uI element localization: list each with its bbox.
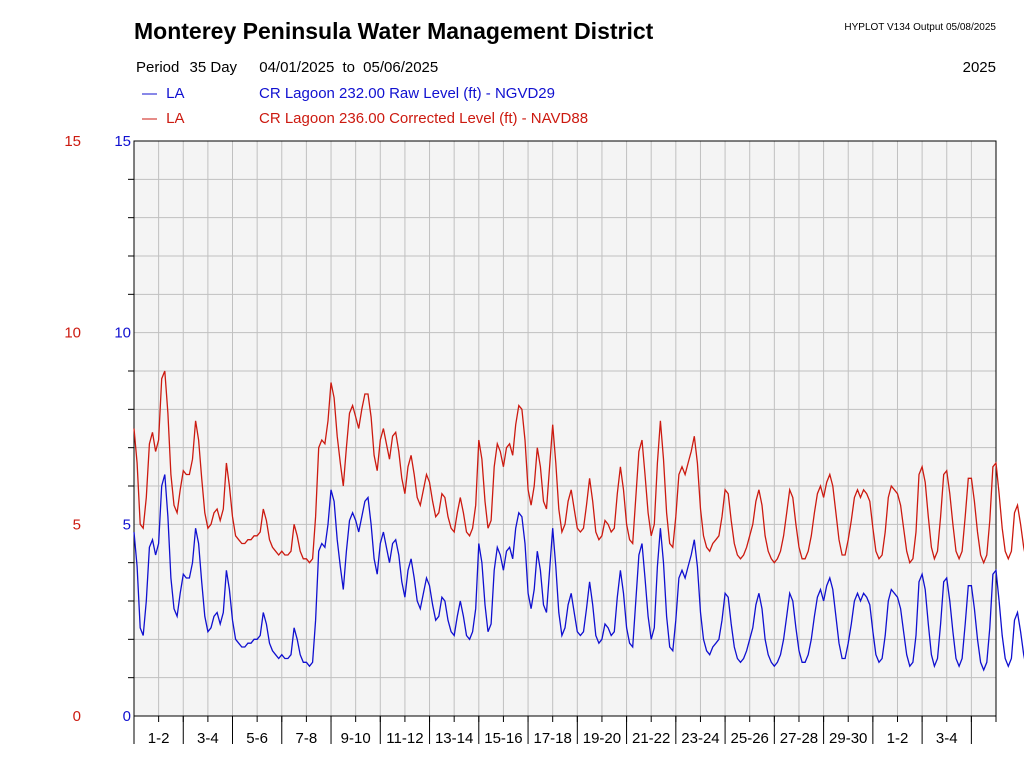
tick-labels: 0 5 10 15 0 5 10 15 1-2 3-4 5-6 7-8 9-10 11-12 13-14 15… [64, 133, 957, 747]
x-tick-label: 13-14 [435, 730, 473, 747]
x-tick-label: 3-4 [197, 730, 219, 747]
x-tick-label: 29-30 [829, 730, 867, 747]
x-tick-label: 21-22 [632, 730, 670, 747]
x-tick-label: 25-26 [731, 730, 769, 747]
series-line-raw [133, 474, 1024, 672]
y-left-tick-label: 10 [64, 325, 81, 342]
legend-dash-raw: — [142, 85, 157, 102]
to-label: to [342, 59, 355, 76]
legend-entry-raw: — LA CR Lagoon 232.00 Raw Level (ft) - N… [142, 85, 555, 102]
y-right-tick-label: 5 [123, 516, 131, 533]
x-tick-label: 5-6 [246, 730, 268, 747]
x-tick-label: 27-28 [780, 730, 818, 747]
series-line-corrected [133, 370, 1024, 565]
period-line: Period 35 Day 04/01/2025 to 05/06/2025 [136, 59, 438, 76]
legend-site-corrected: LA [166, 110, 185, 127]
y-left-tick-label: 15 [64, 133, 81, 150]
y-left-tick-label: 5 [73, 516, 81, 533]
y-right-tick-label: 10 [114, 325, 131, 342]
legend-site-raw: LA [166, 85, 185, 102]
legend-entry-corrected: — LA CR Lagoon 236.00 Corrected Level (f… [142, 110, 588, 127]
x-tick-label: 17-18 [533, 730, 571, 747]
x-tick-label: 1-2 [887, 730, 909, 747]
x-tick-label: 7-8 [296, 730, 318, 747]
plot-background [134, 141, 996, 716]
x-tick-label: 15-16 [484, 730, 522, 747]
x-tick-label: 11-12 [386, 730, 423, 747]
y-right-tick-label: 15 [114, 133, 131, 150]
period-label: Period [136, 59, 180, 76]
legend-desc-corrected: CR Lagoon 236.00 Corrected Level (ft) - … [259, 110, 589, 127]
legend-desc-raw: CR Lagoon 232.00 Raw Level (ft) - NGVD29 [259, 85, 555, 102]
x-tick-label: 9-10 [341, 730, 371, 747]
series-lines [133, 370, 1024, 672]
y-left-tick-label: 0 [73, 708, 81, 725]
y-right-tick-label: 0 [123, 708, 131, 725]
x-tick-label: 1-2 [148, 730, 170, 747]
legend-dash-corrected: — [142, 110, 157, 127]
x-tick-label: 3-4 [936, 730, 958, 747]
x-tick-label: 19-20 [583, 730, 621, 747]
version-label: HYPLOT V134 Output 05/08/2025 [844, 22, 996, 33]
date-to: 05/06/2025 [363, 59, 439, 76]
date-from: 04/01/2025 [259, 59, 335, 76]
period-days: 35 Day [189, 59, 238, 76]
x-tick-label: 23-24 [681, 730, 719, 747]
year-label: 2025 [962, 59, 996, 76]
chart-title: Monterey Peninsula Water Management Dist… [134, 18, 654, 44]
